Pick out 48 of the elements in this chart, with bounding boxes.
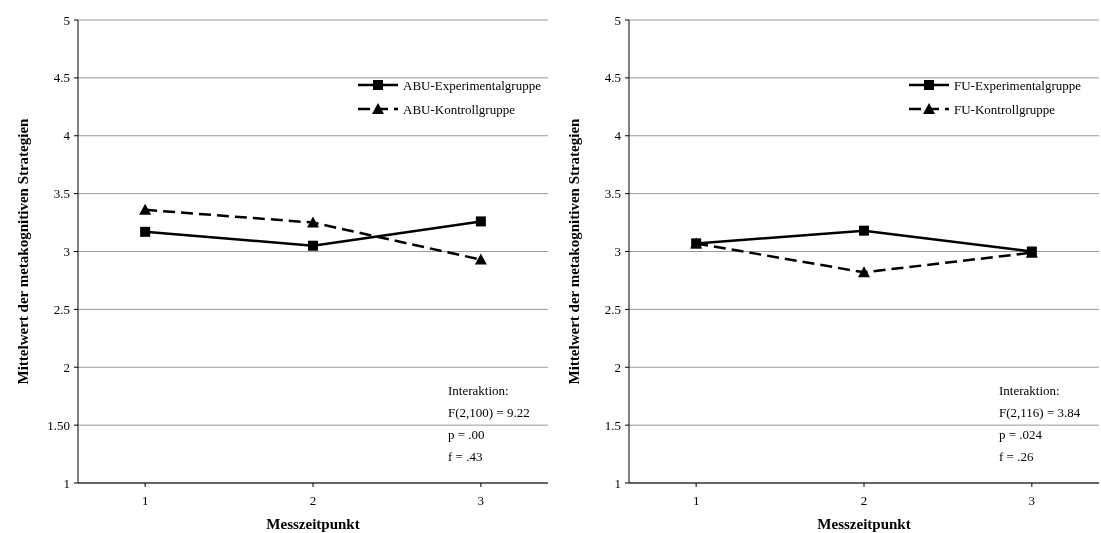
y-tick-label: 2 (63, 359, 70, 375)
x-tick-label: 3 (1028, 493, 1036, 508)
point (474, 253, 487, 265)
legend-label: ABU-Experimentalgruppe (403, 77, 542, 93)
point (691, 238, 702, 249)
y-tick-label: 5 (614, 12, 621, 28)
point (308, 240, 318, 251)
y-tick-label: 1.50 (47, 417, 70, 433)
x-tick-label: 2 (860, 493, 868, 508)
y-tick-label: 1 (614, 475, 621, 491)
y-tick-label: 1.5 (604, 417, 621, 433)
y-tick-label: 3.5 (604, 186, 621, 202)
x-axis-title: Messzeitpunkt (266, 516, 360, 532)
y-tick-label: 2 (614, 359, 621, 375)
annotation: F(2,116) = 3.84 (999, 405, 1081, 420)
point (859, 225, 869, 236)
y-axis-title: Mittelwert der metakognitiven Strategien (15, 117, 31, 385)
annotation: f = .26 (999, 449, 1034, 464)
y-tick-label: 2.5 (604, 301, 621, 317)
y-tick-label: 4 (63, 128, 71, 144)
point (475, 216, 486, 227)
legend-label: FU-Experimentalgruppe (954, 77, 1082, 93)
x-axis-title: Messzeitpunkt (817, 516, 911, 532)
point (139, 203, 152, 215)
annotation: p = .00 (448, 427, 485, 442)
x-tick-label: 3 (477, 493, 485, 508)
y-tick-label: 1 (63, 475, 70, 491)
x-tick-label: 1 (141, 493, 149, 508)
legend-label: FU-Kontrollgruppe (954, 101, 1056, 117)
legend-label: ABU-Kontrollgruppe (403, 101, 516, 117)
x-tick-label: 2 (309, 493, 317, 508)
annotation: f = .43 (448, 449, 483, 464)
x-tick-label: 1 (692, 493, 700, 508)
y-tick-label: 4 (614, 128, 622, 144)
y-tick-label: 3.5 (53, 186, 70, 202)
y-tick-label: 4.5 (604, 70, 621, 86)
y-tick-label: 3 (63, 244, 70, 260)
point (307, 216, 319, 228)
y-tick-label: 4.5 (53, 70, 70, 86)
y-tick-label: 2.5 (53, 301, 70, 317)
annotation: p = .024 (999, 427, 1043, 442)
y-tick-label: 3 (614, 244, 621, 260)
y-tick-label: 5 (63, 12, 70, 28)
annotation: Interaktion: (999, 383, 1060, 398)
y-axis-title: Mittelwert der metakognitiven Strategien (566, 117, 582, 385)
annotation: Interaktion: (448, 383, 509, 398)
annotation: F(2,100) = 9.22 (448, 405, 530, 420)
point (140, 226, 151, 237)
